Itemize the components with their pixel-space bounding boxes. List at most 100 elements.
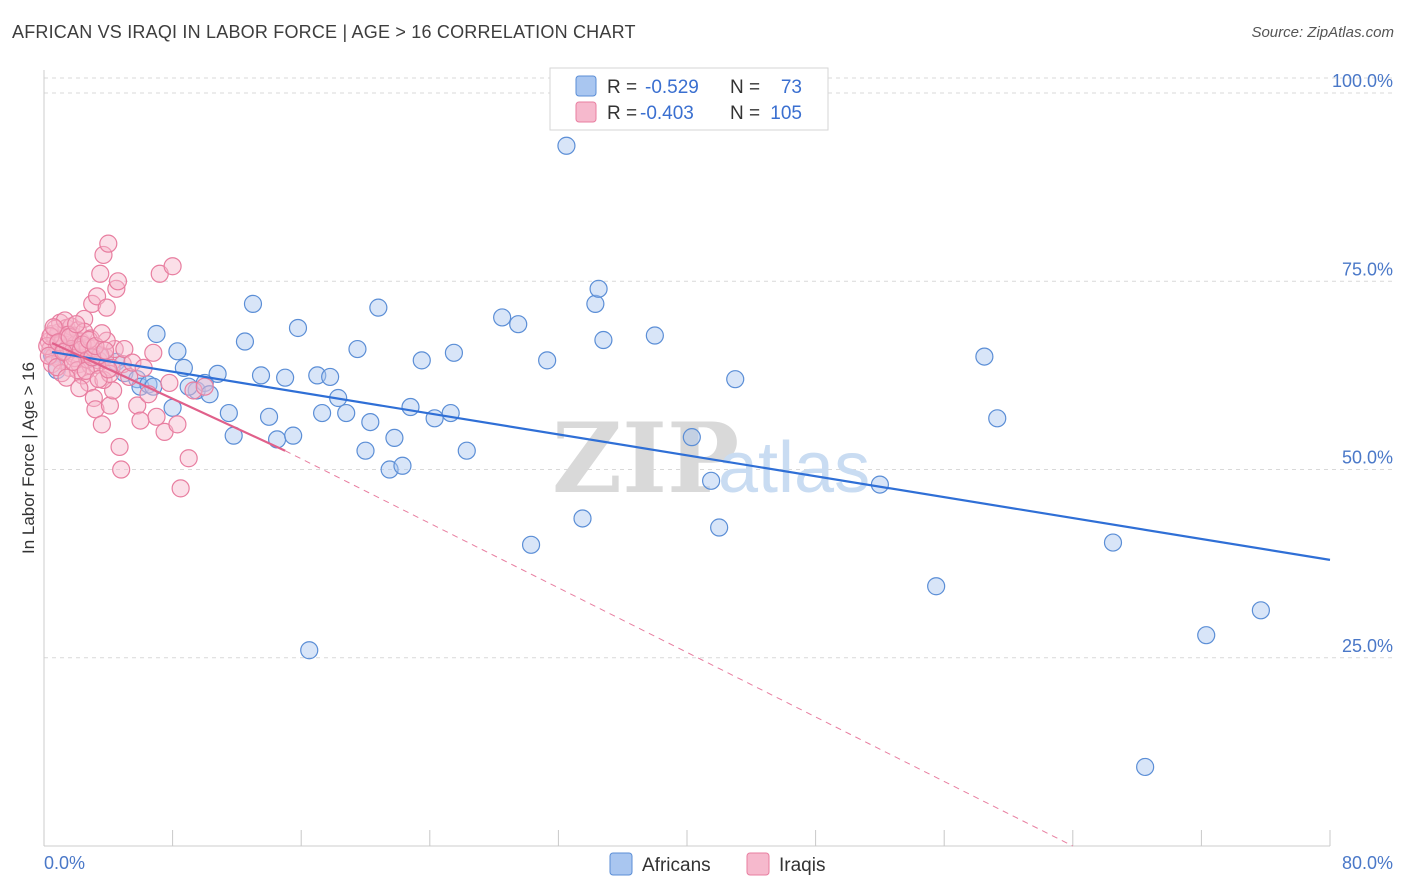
- iraqis-point: [84, 388, 103, 408]
- africans-point: [538, 351, 557, 370]
- africans-point: [385, 428, 404, 448]
- iraqis-point: [95, 341, 115, 360]
- iraqis-point: [112, 460, 131, 479]
- africans-point: [682, 428, 701, 447]
- africans-point: [276, 368, 295, 387]
- iraqis-point: [99, 234, 118, 253]
- iraqis-point: [92, 324, 111, 343]
- africans-point: [168, 342, 187, 361]
- africans-point: [356, 441, 375, 460]
- gridlines: [44, 77, 1393, 659]
- bottom-legend: Africans Iraqis: [609, 852, 825, 876]
- africans-point: [594, 330, 613, 350]
- iraqis-point: [55, 311, 74, 330]
- iraqis-point: [179, 449, 198, 468]
- africans-point: [509, 315, 528, 334]
- y-tick-label: 25.0%: [1342, 636, 1393, 656]
- africans-point: [259, 407, 279, 426]
- africans-point: [321, 367, 340, 387]
- legend-swatch-iraqis: [575, 101, 597, 123]
- africans-point: [521, 535, 541, 554]
- africans-point: [988, 409, 1007, 428]
- africans-point: [393, 456, 412, 475]
- africans-point: [312, 403, 332, 423]
- y-tick-label: 75.0%: [1342, 259, 1393, 279]
- africans-point: [645, 326, 664, 345]
- iraqis-point: [49, 333, 68, 352]
- iraqis-trend-line: [51, 342, 286, 452]
- africans-point: [235, 332, 255, 351]
- watermark-atlas: atlas: [718, 428, 870, 508]
- trend-lines: [51, 342, 1331, 847]
- iraqis-point: [107, 279, 126, 298]
- iraqis-point: [144, 343, 163, 362]
- legend-box: R = -0.529 N = 73 R = -0.403 N = 105: [549, 67, 829, 131]
- iraqis-point: [67, 315, 86, 334]
- africans-point: [412, 351, 431, 370]
- africans-point: [288, 318, 308, 338]
- legend-n-label-iraqis: N =: [730, 103, 760, 124]
- africans-point: [361, 412, 380, 432]
- watermark: ZIP atlas: [552, 402, 870, 515]
- iraqis-point: [110, 437, 129, 457]
- iraqis-point: [163, 257, 182, 276]
- legend-n-value-africans: 73: [781, 77, 802, 98]
- iraqis-point: [57, 368, 76, 387]
- iraqis-point: [86, 400, 105, 419]
- africans-point: [1251, 601, 1270, 620]
- africans-point: [147, 324, 166, 344]
- africans-point: [573, 509, 592, 528]
- x-tick-label-min: 0.0%: [44, 853, 85, 873]
- legend-r-value-iraqis: -0.403: [640, 103, 694, 124]
- africans-point: [441, 403, 460, 423]
- africans-points: [42, 136, 1270, 777]
- chart-title: AFRICAN VS IRAQI IN LABOR FORCE | AGE > …: [12, 22, 636, 42]
- africans-point: [300, 641, 319, 660]
- iraqis-point: [168, 415, 187, 434]
- bottom-legend-swatch-africans: [609, 852, 633, 876]
- iraqis-point: [108, 272, 128, 291]
- y-tick-label: 100.0%: [1332, 71, 1393, 91]
- iraqis-points: [38, 234, 214, 498]
- africans-point: [726, 370, 745, 389]
- iraqis-point: [147, 407, 166, 426]
- bottom-legend-swatch-iraqis: [746, 852, 770, 876]
- legend-r-value-africans: -0.529: [645, 77, 699, 98]
- legend-r-label-africans: R =: [607, 77, 637, 98]
- legend-swatch-africans: [575, 75, 597, 97]
- iraqis-trend-extension: [284, 450, 1074, 847]
- africans-point: [589, 279, 608, 298]
- iraqis-point: [184, 381, 203, 400]
- africans-point: [702, 471, 721, 490]
- africans-point: [284, 426, 303, 445]
- iraqis-point: [195, 377, 214, 396]
- africans-point: [369, 298, 388, 317]
- africans-point: [457, 441, 476, 460]
- y-tick-label: 50.0%: [1342, 448, 1393, 468]
- iraqis-point: [128, 396, 147, 415]
- africans-point: [586, 294, 605, 313]
- africans-point: [1197, 626, 1216, 645]
- africans-point: [219, 403, 238, 423]
- africans-point: [348, 339, 367, 359]
- africans-point: [251, 366, 271, 385]
- iraqis-point: [160, 373, 179, 393]
- iraqis-point: [115, 339, 134, 359]
- africans-point: [243, 294, 263, 313]
- y-axis-label: In Labor Force | Age > 16: [19, 362, 38, 554]
- chart-source: Source: ZipAtlas.com: [1251, 24, 1394, 41]
- africans-point: [1103, 533, 1123, 552]
- x-axis-ticks: [43, 830, 1331, 846]
- iraqis-point: [70, 379, 89, 398]
- iraqis-point: [91, 264, 110, 283]
- africans-point: [927, 577, 946, 596]
- iraqis-point: [131, 411, 150, 430]
- africans-trend-line: [51, 350, 1331, 561]
- legend-n-label-africans: N =: [730, 77, 760, 98]
- africans-point: [401, 397, 420, 417]
- bottom-legend-label-iraqis: Iraqis: [779, 855, 825, 876]
- africans-point: [710, 518, 729, 537]
- legend-r-label-iraqis: R =: [607, 103, 637, 124]
- iraqis-point: [92, 415, 111, 434]
